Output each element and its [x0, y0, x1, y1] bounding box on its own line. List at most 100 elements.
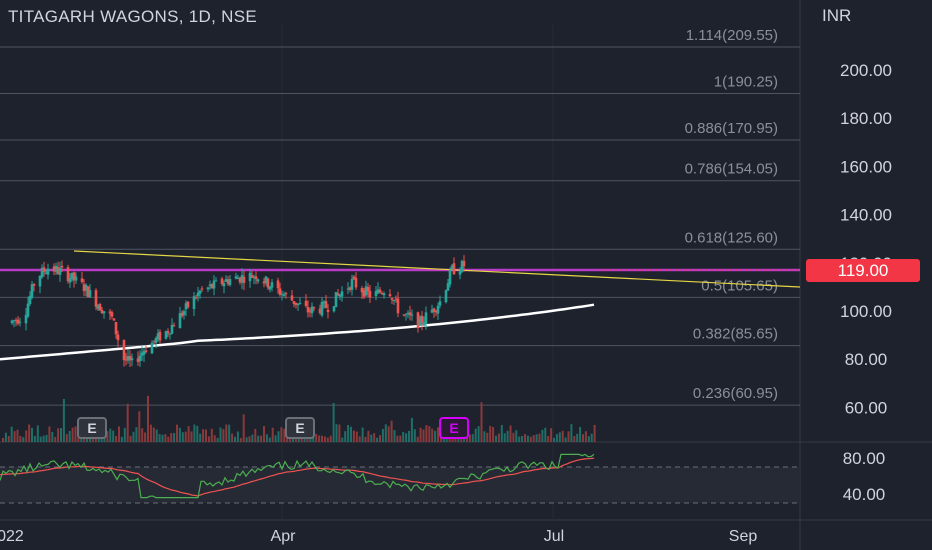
volume-bar: [274, 435, 277, 442]
volume-bar: [277, 431, 280, 442]
volume-bar: [402, 431, 405, 442]
earnings-marker: [77, 417, 107, 439]
candle-body: [40, 267, 44, 278]
volume-bar: [68, 430, 71, 442]
candle-body: [26, 303, 30, 317]
volume-bar: [173, 433, 176, 442]
candle-body: [152, 340, 156, 342]
volume-bar: [390, 420, 393, 442]
volume-bar: [51, 431, 54, 442]
volume-bar: [39, 436, 42, 442]
volume-bar: [526, 435, 529, 442]
candle-body: [310, 306, 314, 314]
candle-body: [266, 278, 270, 288]
candle-body: [198, 290, 202, 294]
volume-bar: [265, 434, 268, 442]
candle-body: [156, 333, 160, 339]
candle-body: [58, 268, 62, 275]
volume-bar: [341, 437, 344, 442]
fib-level-label: 0.786(154.05): [685, 161, 778, 178]
last-price-badge: [806, 259, 920, 283]
volume-bar: [570, 424, 573, 442]
candle-body: [374, 291, 378, 296]
volume-bar: [355, 431, 358, 442]
candle-body: [436, 305, 440, 314]
candle-body: [312, 307, 316, 309]
candle-body: [110, 312, 114, 317]
volume-bar: [347, 424, 350, 442]
volume-bar: [483, 431, 486, 442]
candle-body: [66, 267, 70, 282]
candle-body: [460, 260, 464, 272]
rsi-moving-average-line: [0, 457, 595, 497]
volume-bar: [576, 433, 579, 442]
candle-body: [54, 265, 58, 272]
candle-body: [320, 301, 324, 316]
candle-body: [14, 319, 18, 321]
volume-bar: [251, 434, 254, 442]
candle-body: [128, 355, 132, 361]
candlestick-series[interactable]: [10, 255, 466, 367]
volume-bar: [225, 424, 228, 442]
candle-body: [378, 289, 382, 293]
volume-bar: [558, 432, 561, 442]
volume-bar: [138, 411, 141, 442]
volume-bar: [486, 432, 489, 442]
volume-bar: [535, 434, 538, 442]
volume-bar: [260, 435, 263, 442]
candle-body: [180, 312, 184, 317]
volume-bar: [329, 435, 332, 442]
candle-body: [18, 321, 22, 323]
candle-body: [30, 284, 34, 298]
fib-level-label: 0.382(85.65): [693, 326, 778, 343]
volume-bar: [573, 436, 576, 442]
volume-bar: [466, 436, 468, 442]
volume-bar: [518, 436, 521, 442]
candle-body: [444, 290, 448, 303]
fib-level-label: 0.618(125.60): [685, 229, 778, 246]
volume-bar: [503, 433, 506, 442]
candle-body: [158, 331, 162, 341]
candle-body: [194, 297, 198, 299]
volume-bar: [161, 434, 164, 442]
candle-body: [382, 293, 386, 296]
volume-bar: [176, 424, 178, 442]
volume-bar: [167, 436, 170, 442]
volume-bar: [492, 427, 495, 442]
candle-body: [350, 278, 354, 290]
volume-bar: [361, 427, 364, 442]
volume-bar: [231, 433, 234, 442]
volume-bar: [431, 428, 434, 442]
candle-body: [376, 289, 380, 294]
candle-body: [362, 290, 366, 297]
candle-body: [390, 298, 394, 300]
candle-body: [416, 312, 420, 329]
candle-body: [138, 355, 142, 362]
candle-body: [38, 275, 42, 287]
volume-bar: [158, 434, 161, 442]
candle-body: [462, 260, 466, 267]
volume-bar: [25, 430, 28, 442]
candle-body: [242, 276, 246, 283]
volume-bar: [280, 427, 283, 442]
time-axis-label: Jul: [544, 528, 564, 545]
candle-body: [98, 304, 102, 311]
rsi-pane[interactable]: [0, 453, 800, 504]
candle-body: [166, 331, 170, 334]
candle-body: [210, 283, 214, 288]
volume-bar: [193, 424, 196, 442]
candle-body: [144, 350, 148, 353]
candle-body: [430, 309, 434, 313]
candle-body: [364, 286, 368, 296]
fibonacci-retracement[interactable]: 1.114(209.55) 1(190.25) 0.886(170.95) 0.786…: [0, 27, 800, 406]
volume-bar: [239, 437, 242, 442]
candle-body: [438, 301, 442, 306]
volume-bar: [257, 435, 260, 442]
candle-body: [214, 280, 218, 282]
currency-label[interactable]: INR: [822, 6, 852, 25]
candle-body: [424, 312, 428, 325]
candle-body: [262, 281, 266, 284]
